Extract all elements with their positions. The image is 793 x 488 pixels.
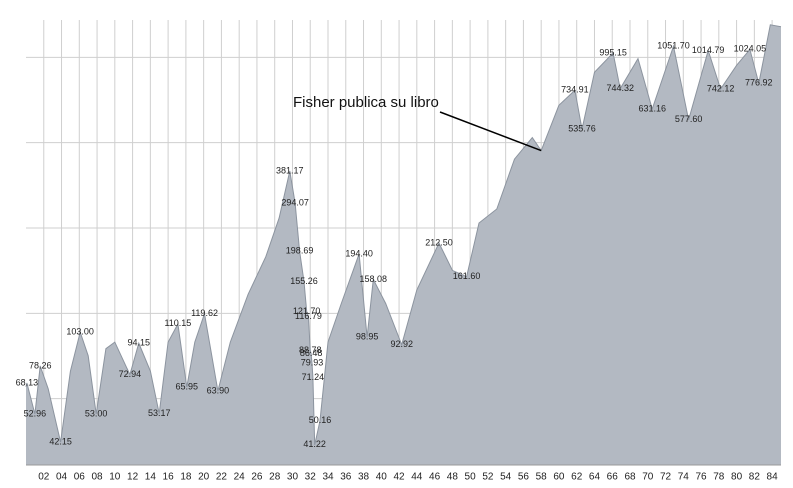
value-label: 116.79 — [295, 311, 322, 321]
value-label: 744.32 — [606, 83, 634, 93]
value-label: 155.26 — [290, 276, 318, 286]
value-label: 119.62 — [191, 308, 218, 318]
value-label: 1024.05 — [734, 44, 767, 54]
x-tick-label: 26 — [251, 472, 263, 483]
value-label: 88.78 — [299, 345, 322, 355]
value-label: 53.00 — [85, 408, 108, 418]
value-label: 98.95 — [356, 331, 379, 341]
value-label: 535.76 — [568, 124, 596, 134]
x-tick-label: 22 — [216, 472, 228, 483]
x-tick-label: 04 — [56, 472, 68, 483]
value-label: 42.15 — [49, 436, 72, 446]
value-label: 1014.79 — [692, 45, 725, 55]
value-label: 103.00 — [66, 326, 94, 336]
x-tick-label: 44 — [411, 472, 423, 483]
x-tick-label: 58 — [536, 472, 548, 483]
value-label: 734.91 — [561, 85, 589, 95]
x-tick-label: 60 — [553, 472, 565, 483]
value-label: 63.90 — [207, 385, 230, 395]
x-tick-label: 12 — [127, 472, 139, 483]
plot: 68.13 52.96 78.26 42.15 103.00 53.00 72.94 94.1… — [16, 20, 782, 483]
value-label: 381.17 — [276, 165, 304, 175]
x-tick-label: 34 — [322, 472, 334, 483]
x-tick-label: 18 — [180, 472, 192, 483]
x-tick-label: 14 — [145, 472, 157, 483]
value-label: 41.22 — [303, 439, 326, 449]
x-tick-label: 42 — [393, 472, 405, 483]
value-label: 1051.70 — [657, 40, 690, 50]
x-tick-label: 20 — [198, 472, 210, 483]
x-tick-label: 08 — [91, 472, 103, 483]
x-tick-label: 24 — [234, 472, 246, 483]
x-tick-label: 38 — [358, 472, 370, 483]
x-tick-label: 50 — [465, 472, 477, 483]
x-tick-label: 36 — [340, 472, 352, 483]
value-label: 776.92 — [745, 78, 773, 88]
value-label: 742.12 — [707, 83, 735, 93]
x-tick-label: 54 — [500, 472, 512, 483]
x-tick-label: 10 — [109, 472, 121, 483]
x-tick-label: 70 — [642, 472, 654, 483]
value-label: 294.07 — [281, 197, 309, 207]
line — [25, 24, 782, 446]
value-label: 121.70 — [293, 306, 321, 316]
x-tick-label: 52 — [482, 472, 494, 483]
x-tick-label: 66 — [607, 472, 619, 483]
x-tick-label: 02 — [38, 472, 50, 483]
x-tick-label: 78 — [713, 472, 725, 483]
value-label: 71.24 — [302, 372, 325, 382]
value-label: 995.15 — [599, 47, 627, 57]
value-label: 631.16 — [638, 103, 666, 113]
x-tick-label: 80 — [731, 472, 743, 483]
x-tick-label: 76 — [695, 472, 707, 483]
x-tick-label: 72 — [660, 472, 672, 483]
x-tick-label: 16 — [163, 472, 175, 483]
value-label: 92.92 — [390, 339, 413, 349]
x-tick-label: 84 — [767, 472, 779, 483]
value-label: 158.08 — [360, 274, 388, 284]
value-label: 53.17 — [148, 408, 171, 418]
value-label: 212.50 — [425, 237, 453, 247]
value-label: 72.94 — [119, 369, 142, 379]
value-label: 198.69 — [286, 246, 314, 256]
annotation-line — [439, 111, 542, 152]
x-tick-label: 46 — [429, 472, 441, 483]
x-tick-label: 56 — [518, 472, 530, 483]
x-tick-label: 06 — [74, 472, 86, 483]
x-tick-label: 48 — [447, 472, 459, 483]
area — [26, 24, 781, 466]
annotation-text: Fisher publica su libro — [293, 94, 439, 111]
value-label: 79.93 — [301, 358, 324, 368]
x-tick-label: 30 — [287, 472, 299, 483]
value-label: 194.40 — [345, 248, 373, 258]
value-label: 78.26 — [29, 360, 52, 370]
value-label: 65.95 — [176, 381, 199, 391]
x-tick-label: 40 — [376, 472, 388, 483]
x-tick-label: 68 — [624, 472, 636, 483]
x-tick-label: 82 — [749, 472, 761, 483]
x-tick-label: 64 — [589, 472, 601, 483]
value-label: 68.13 — [16, 377, 39, 387]
x-tick-label: 74 — [678, 472, 690, 483]
value-label: 52.96 — [24, 408, 47, 418]
x-tick-label: 28 — [269, 472, 281, 483]
value-label: 577.60 — [675, 114, 703, 124]
value-label: 94.15 — [128, 338, 151, 348]
value-label: 50.16 — [309, 415, 332, 425]
value-label: 110.15 — [164, 318, 191, 328]
x-tick-label: 62 — [571, 472, 583, 483]
x-tick-label: 32 — [305, 472, 317, 483]
value-label: 86.48 — [300, 348, 323, 358]
value-label: 161.60 — [453, 271, 481, 281]
